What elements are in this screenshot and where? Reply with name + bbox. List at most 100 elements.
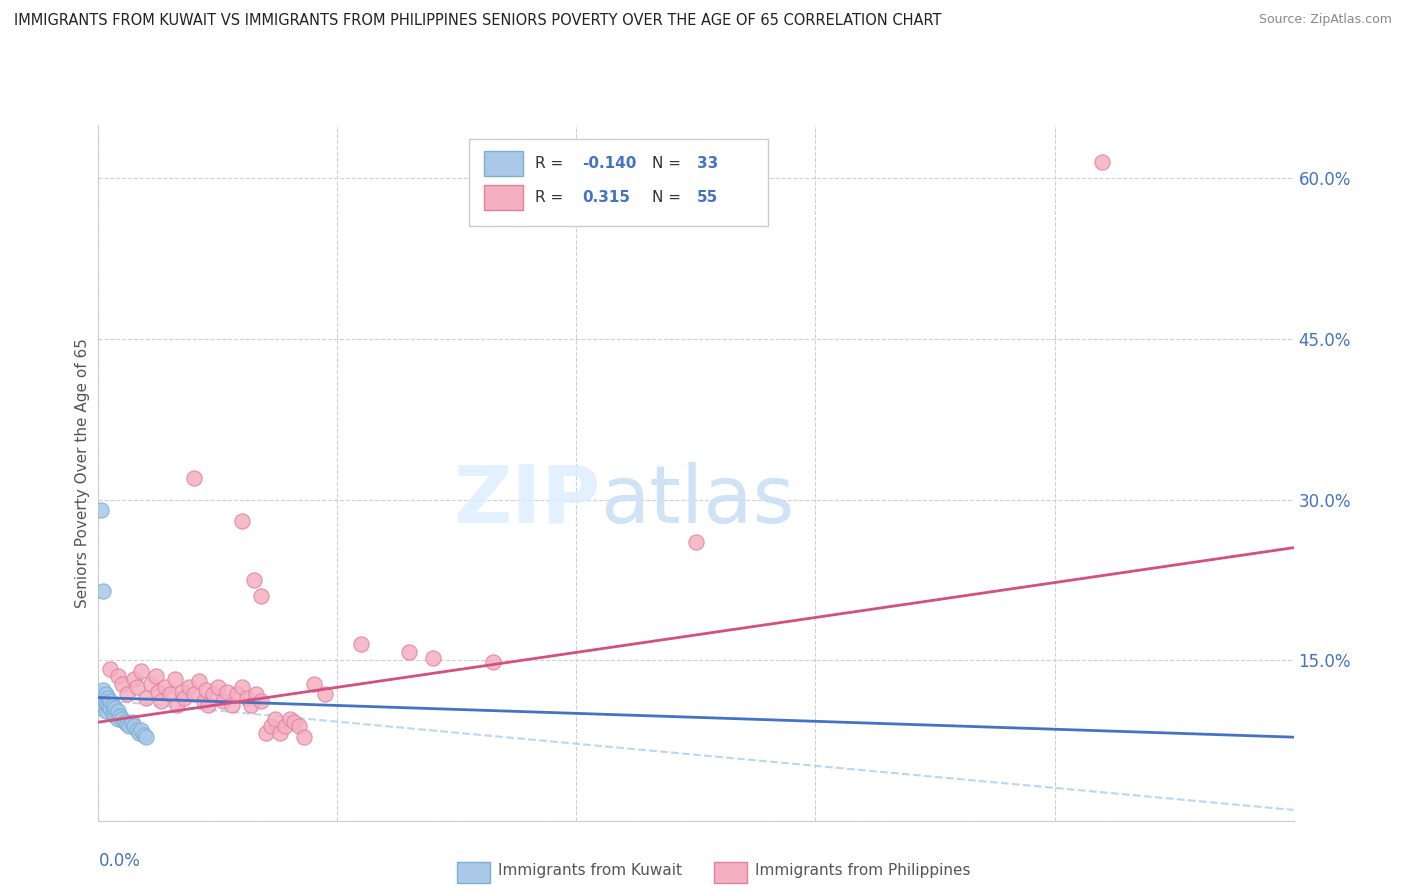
Point: [231, 514, 253, 528]
Point: [179, 680, 201, 694]
Point: [104, 708, 127, 723]
Point: [163, 673, 186, 687]
Point: [111, 676, 134, 690]
Point: [173, 690, 195, 705]
Bar: [714, 863, 748, 883]
Point: [183, 471, 205, 485]
Point: [98, 662, 122, 676]
Point: [125, 680, 148, 694]
Point: [193, 694, 215, 708]
Point: [107, 669, 129, 683]
Point: [91, 583, 114, 598]
Point: [254, 726, 277, 740]
Point: [115, 687, 138, 701]
Point: [94, 705, 117, 719]
Point: [197, 698, 219, 712]
Point: [98, 694, 122, 708]
Point: [302, 676, 325, 690]
Point: [90, 701, 112, 715]
Point: [132, 728, 155, 742]
Point: [1091, 155, 1114, 169]
Point: [97, 690, 120, 705]
Point: [114, 715, 136, 730]
Point: [121, 715, 143, 730]
Text: 0.0%: 0.0%: [98, 852, 141, 870]
FancyBboxPatch shape: [470, 139, 768, 226]
Point: [231, 680, 253, 694]
Text: Source: ZipAtlas.com: Source: ZipAtlas.com: [1258, 13, 1392, 27]
Point: [91, 683, 114, 698]
Point: [283, 715, 305, 730]
Point: [264, 712, 287, 726]
Point: [91, 698, 114, 712]
Point: [194, 683, 218, 698]
Point: [211, 694, 233, 708]
Point: [149, 694, 172, 708]
Point: [131, 664, 153, 678]
Point: [398, 644, 420, 658]
Point: [108, 708, 131, 723]
Point: [94, 687, 117, 701]
Point: [101, 698, 124, 712]
Point: [217, 685, 239, 699]
Point: [187, 674, 209, 689]
Text: R =: R =: [534, 155, 568, 170]
Point: [250, 589, 273, 603]
Point: [155, 680, 177, 694]
Point: [422, 651, 444, 665]
Point: [115, 717, 138, 731]
Point: [124, 719, 146, 733]
Text: 55: 55: [697, 190, 718, 205]
Point: [278, 712, 301, 726]
Text: N =: N =: [652, 155, 686, 170]
Point: [111, 712, 134, 726]
Point: [172, 685, 194, 699]
Point: [250, 694, 273, 708]
Point: [315, 687, 337, 701]
Point: [274, 719, 297, 733]
Y-axis label: Seniors Poverty Over the Age of 65: Seniors Poverty Over the Age of 65: [75, 338, 90, 607]
Point: [259, 719, 281, 733]
Point: [98, 701, 122, 715]
Point: [202, 687, 225, 701]
Point: [101, 706, 124, 721]
Point: [90, 503, 112, 517]
Point: [159, 687, 181, 701]
Point: [350, 637, 373, 651]
Point: [288, 719, 311, 733]
Text: N =: N =: [652, 190, 686, 205]
Point: [124, 673, 146, 687]
Point: [90, 694, 112, 708]
Point: [685, 535, 707, 549]
Point: [235, 690, 257, 705]
Text: -0.140: -0.140: [582, 155, 637, 170]
Point: [207, 680, 229, 694]
Point: [97, 698, 120, 712]
Point: [243, 573, 266, 587]
Point: [107, 705, 129, 719]
Point: [118, 719, 141, 733]
Point: [104, 701, 127, 715]
Point: [125, 723, 148, 737]
Text: Immigrants from Philippines: Immigrants from Philippines: [755, 863, 970, 879]
Point: [128, 726, 150, 740]
Point: [221, 698, 243, 712]
Point: [269, 726, 291, 740]
Point: [145, 669, 167, 683]
Text: atlas: atlas: [600, 461, 794, 540]
Point: [240, 698, 263, 712]
Point: [481, 655, 505, 669]
Bar: [485, 151, 523, 176]
Point: [90, 687, 112, 701]
Text: ZIP: ZIP: [453, 461, 600, 540]
Point: [166, 698, 188, 712]
Bar: [485, 186, 523, 211]
Point: [226, 687, 249, 701]
Point: [135, 690, 157, 705]
Text: 33: 33: [697, 155, 718, 170]
Text: R =: R =: [534, 190, 568, 205]
Point: [183, 687, 205, 701]
Point: [292, 730, 315, 744]
Point: [139, 676, 162, 690]
Point: [245, 687, 267, 701]
